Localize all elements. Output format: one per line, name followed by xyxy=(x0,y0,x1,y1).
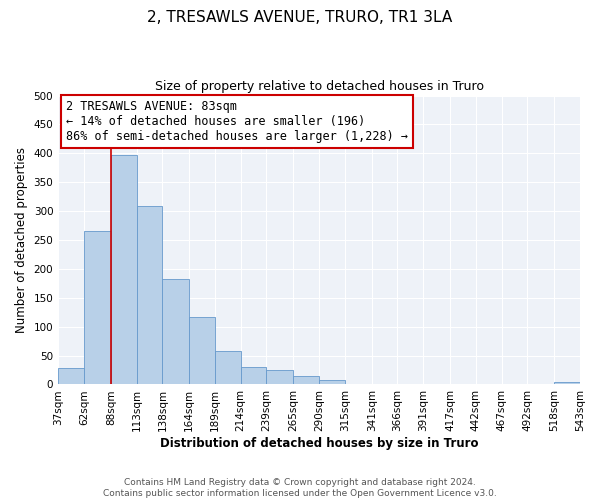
Bar xyxy=(215,351,241,384)
Bar xyxy=(58,368,84,384)
Bar xyxy=(319,380,345,384)
Bar xyxy=(84,232,111,384)
Y-axis label: Number of detached properties: Number of detached properties xyxy=(15,147,28,333)
Text: 2 TRESAWLS AVENUE: 83sqm
← 14% of detached houses are smaller (196)
86% of semi-: 2 TRESAWLS AVENUE: 83sqm ← 14% of detach… xyxy=(66,100,408,143)
Bar xyxy=(554,382,580,384)
Bar xyxy=(241,366,266,384)
Bar xyxy=(266,370,293,384)
Bar xyxy=(137,206,163,384)
Bar xyxy=(163,280,189,384)
Bar xyxy=(111,155,137,384)
Text: Contains HM Land Registry data © Crown copyright and database right 2024.
Contai: Contains HM Land Registry data © Crown c… xyxy=(103,478,497,498)
Bar xyxy=(293,376,319,384)
Title: Size of property relative to detached houses in Truro: Size of property relative to detached ho… xyxy=(155,80,484,93)
Bar xyxy=(189,318,215,384)
Text: 2, TRESAWLS AVENUE, TRURO, TR1 3LA: 2, TRESAWLS AVENUE, TRURO, TR1 3LA xyxy=(148,10,452,25)
X-axis label: Distribution of detached houses by size in Truro: Distribution of detached houses by size … xyxy=(160,437,478,450)
